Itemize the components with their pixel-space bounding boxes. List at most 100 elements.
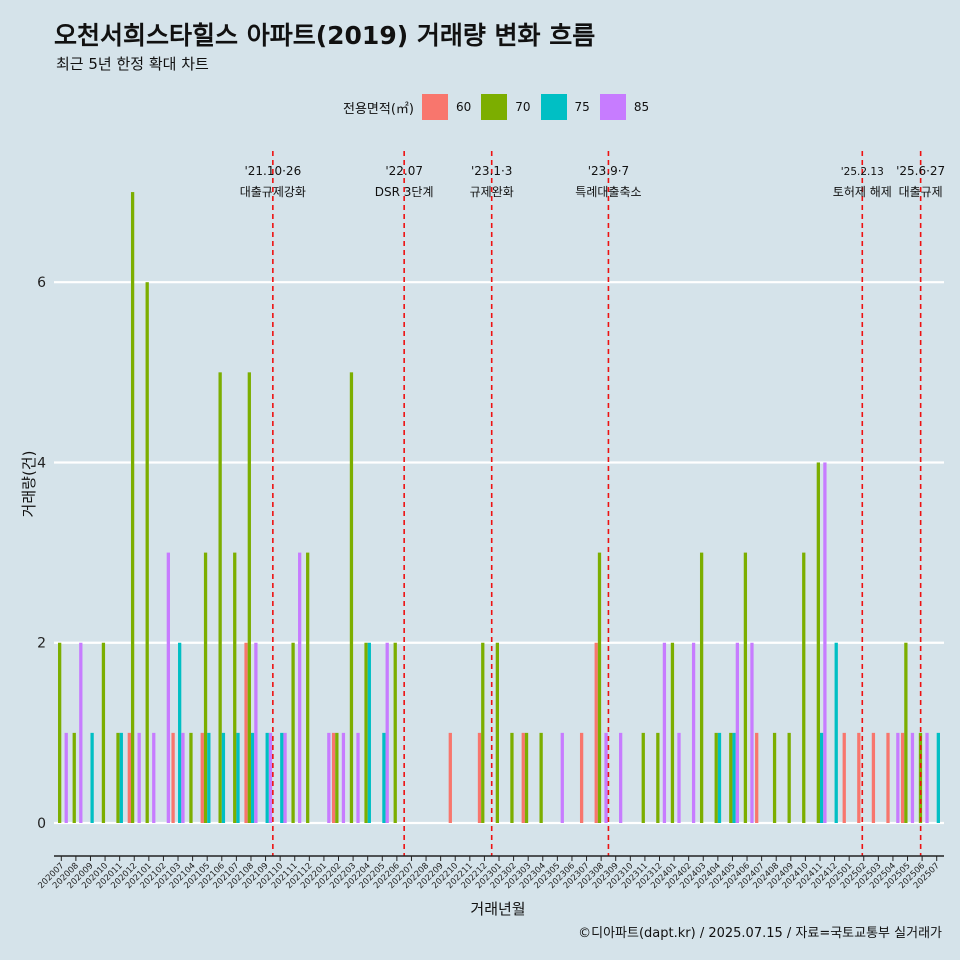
bar-70-202212 xyxy=(481,642,485,823)
y-axis-label: 거래량(건) xyxy=(20,451,38,518)
bar-70-202401 xyxy=(670,642,675,823)
bar-70-202101 xyxy=(145,282,149,823)
bar-75-202109 xyxy=(265,732,269,823)
bar-75-202405 xyxy=(732,732,736,823)
bar-70-202011 xyxy=(116,732,120,823)
bar-70-202008 xyxy=(72,732,76,823)
bar-70-202403 xyxy=(699,552,704,823)
legend-label-70: 70 xyxy=(515,100,531,114)
legend-item-85: 85 xyxy=(599,94,649,120)
bar-85-202305 xyxy=(560,732,564,823)
legend-item-60: 60 xyxy=(421,94,471,120)
bar-70-202304 xyxy=(539,732,543,823)
event-label: 대출규제 xyxy=(899,185,943,199)
bar-60-202103 xyxy=(171,732,175,823)
bar-70-202303 xyxy=(524,732,529,823)
bar-85-202007 xyxy=(64,732,68,823)
source-caption: ©디아파트(dapt.kr) / 2025.07.15 / 자료=국토교통부 실… xyxy=(578,926,942,941)
bar-75-202107 xyxy=(236,732,240,823)
bar-85-202312 xyxy=(662,642,667,823)
legend-label-75: 75 xyxy=(574,100,590,114)
bar-85-202012 xyxy=(137,732,141,823)
bar-70-202405 xyxy=(729,732,733,823)
bar-60-202303 xyxy=(521,732,525,823)
legend-swatch-70 xyxy=(481,94,508,120)
bar-85-202109 xyxy=(268,732,273,823)
bar-70-202108 xyxy=(247,372,251,823)
bar-75-202108 xyxy=(250,732,255,823)
bar-85-202102 xyxy=(166,552,170,823)
event-date: '22.07 xyxy=(385,164,423,178)
bar-70-202206 xyxy=(393,642,397,823)
event-date: '21.10·26 xyxy=(244,164,301,178)
bar-70-202506 xyxy=(918,732,923,823)
bar-85-202505 xyxy=(910,732,915,823)
event-date: '25.6·27 xyxy=(896,164,945,178)
bar-85-202108 xyxy=(254,642,258,823)
bar-60-202012 xyxy=(127,732,131,823)
bar-70-202301 xyxy=(495,642,499,823)
bar-85-202401 xyxy=(677,732,681,823)
bar-70-202203 xyxy=(349,372,354,823)
event-label: 토허제 해제 xyxy=(833,185,892,199)
bar-85-202201 xyxy=(327,732,331,823)
bar-60-202202 xyxy=(331,732,336,823)
bar-60-202308 xyxy=(594,642,598,823)
chart-title: 오천서희스타힐스 아파트(2019) 거래량 변화 흐름 xyxy=(54,21,596,50)
bar-85-202402 xyxy=(691,642,696,823)
bar-70-202411 xyxy=(816,462,820,823)
legend-item-70: 70 xyxy=(481,94,531,120)
bar-85-202110 xyxy=(283,732,287,823)
bar-60-202212 xyxy=(477,732,482,823)
bar-85-202309 xyxy=(619,732,623,823)
chart-subtitle: 최근 5년 한정 확대 차트 xyxy=(56,55,209,73)
bar-60-202108 xyxy=(244,642,248,823)
bar-70-202312 xyxy=(656,732,660,823)
bar-75-202204 xyxy=(367,642,371,823)
bar-85-202103 xyxy=(181,732,185,823)
bar-85-202308 xyxy=(604,732,608,823)
bar-85-202111 xyxy=(298,552,302,823)
y-tick-label: 0 xyxy=(37,816,46,832)
bar-70-202111 xyxy=(291,642,295,823)
bar-70-202409 xyxy=(787,732,791,823)
y-tick-label: 4 xyxy=(37,455,46,471)
bar-70-202105 xyxy=(203,552,208,823)
bar-70-202010 xyxy=(101,642,106,823)
bar-75-202105 xyxy=(207,732,211,823)
event-label: DSR 3단계 xyxy=(375,185,434,199)
y-tick-label: 2 xyxy=(37,636,46,652)
bar-85-202506 xyxy=(925,732,929,823)
bar-60-202505 xyxy=(900,732,905,823)
event-date: '23.1·3 xyxy=(471,164,512,178)
bar-70-202408 xyxy=(772,732,777,823)
bar-70-202302 xyxy=(510,732,514,823)
bar-85-202405 xyxy=(735,642,740,823)
bar-70-202308 xyxy=(597,552,602,823)
bar-75-202404 xyxy=(717,732,722,823)
event-label: 대출규제강화 xyxy=(240,185,306,199)
event-date: '25.2.13 xyxy=(841,166,884,178)
bar-85-202504 xyxy=(896,732,900,823)
legend-swatch-60 xyxy=(421,94,448,120)
event-date: '23.9·7 xyxy=(588,164,629,178)
bar-75-202411 xyxy=(819,732,824,823)
bar-85-202203 xyxy=(356,732,360,823)
bar-75-202507 xyxy=(936,732,940,823)
event-label: 특례대출축소 xyxy=(575,185,641,199)
bar-75-202103 xyxy=(178,642,182,823)
bar-60-202407 xyxy=(755,732,759,823)
bar-70-202112 xyxy=(306,552,310,823)
bar-70-202202 xyxy=(335,732,339,823)
event-markers: '21.10·26 대출규제강화 '22.07 DSR 3단계 '23.1·3 규제완화 '… xyxy=(240,151,945,856)
bar-70-202406 xyxy=(743,552,748,823)
bar-70-202104 xyxy=(189,732,193,823)
event-label: 규제완화 xyxy=(470,185,514,199)
bar-70-202505 xyxy=(904,642,908,823)
bar-60-202501 xyxy=(842,732,846,823)
bar-70-202106 xyxy=(218,372,222,823)
bar-75-202205 xyxy=(382,732,386,823)
bar-70-202410 xyxy=(802,552,806,823)
bar-60-202503 xyxy=(871,732,876,823)
bar-70-202012 xyxy=(130,192,135,824)
